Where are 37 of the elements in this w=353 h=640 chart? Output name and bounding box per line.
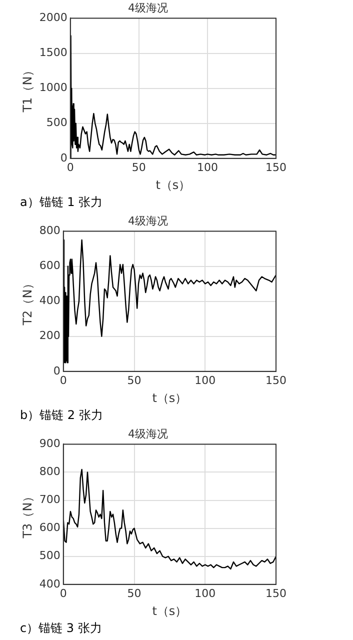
x-tick-label: 50	[132, 160, 146, 174]
x-tick-label: 50	[127, 586, 142, 600]
y-axis-title: T1（N）	[20, 64, 34, 114]
x-tick-label: 100	[196, 160, 218, 174]
x-tick-label: 100	[194, 586, 216, 600]
x-tick-label: 50	[127, 374, 142, 387]
y-tick-label: 600	[39, 521, 60, 534]
y-tick-label: 400	[39, 577, 60, 590]
x-tick-label: 150	[266, 586, 286, 600]
text: c）锚链 3 张力	[20, 620, 102, 637]
y-tick-label: 900	[39, 437, 60, 450]
chart-title: 4级海况	[128, 1, 168, 14]
y-axis-title: T3（N）	[20, 490, 34, 540]
y-tick-label: 200	[39, 329, 60, 342]
text: a）锚链 1 张力	[20, 194, 103, 211]
x-tick-label: 150	[266, 160, 286, 174]
y-tick-label: 600	[39, 259, 60, 272]
x-tick-label: 150	[266, 374, 286, 387]
y-tick-label: 800	[39, 465, 60, 478]
y-tick-label: 700	[39, 493, 60, 506]
chart-title: 4级海况	[128, 427, 168, 440]
y-axis-title: T2（N）	[20, 277, 34, 326]
x-axis-title: t（s）	[152, 604, 188, 618]
y-tick-label: 2000	[39, 11, 68, 24]
x-tick-label: 100	[194, 374, 216, 387]
y-tick-label: 500	[39, 549, 60, 562]
y-tick-label: 400	[39, 294, 60, 308]
y-tick-label: 0	[60, 151, 68, 164]
chart-title: 4级海况	[128, 214, 168, 228]
x-axis-title: t（s）	[152, 390, 188, 405]
y-tick-label: 500	[46, 116, 68, 130]
y-tick-label: 1000	[39, 81, 68, 94]
y-tick-label: 800	[39, 224, 60, 238]
x-axis-title: t（s）	[156, 178, 191, 192]
text: b）锚链 2 张力	[20, 407, 103, 424]
y-tick-label: 0	[53, 364, 60, 378]
y-tick-label: 1500	[39, 46, 68, 60]
